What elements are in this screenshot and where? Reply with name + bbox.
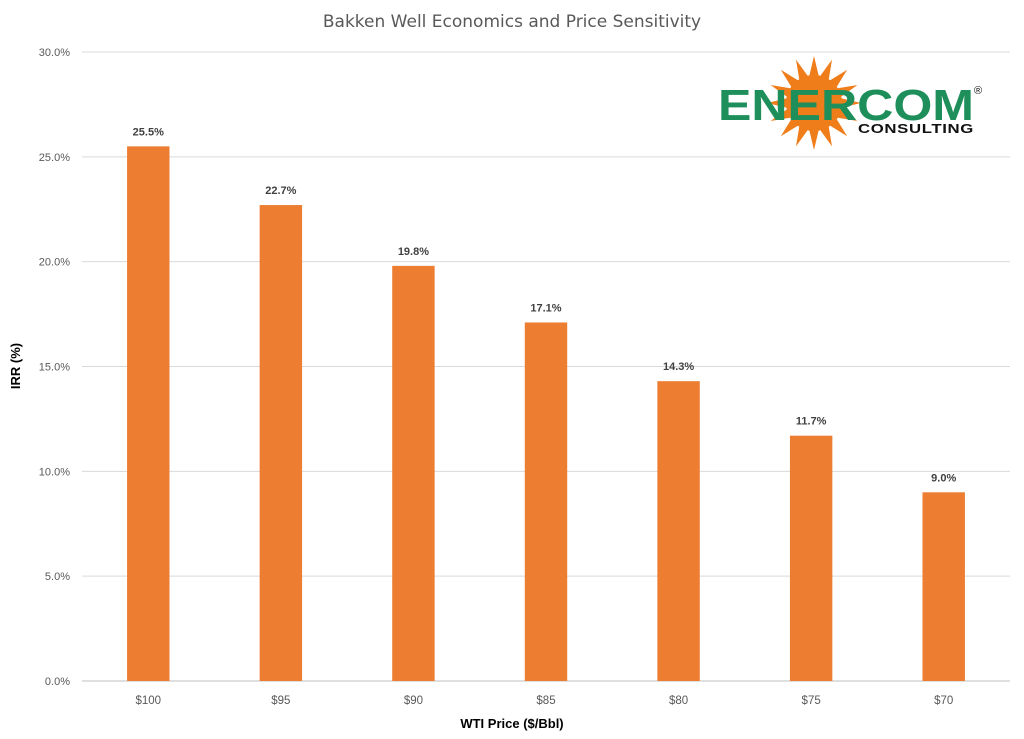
x-tick-label: $85 [536,695,555,707]
x-tick-label: $100 [135,695,161,707]
data-label: 25.5% [133,126,164,138]
data-label: 19.8% [398,246,429,258]
y-tick-label: 20.0% [39,257,70,269]
x-axis-title: WTI Price ($/Bbl) [460,716,563,731]
x-tick-label: $95 [271,695,290,707]
registered-mark: ® [974,85,982,97]
y-tick-label: 5.0% [45,571,70,583]
bar [127,146,170,682]
x-tick-label: $80 [669,695,688,707]
bar [657,381,700,681]
chart-title: Bakken Well Economics and Price Sensitiv… [323,12,701,32]
x-tick-label: $90 [404,695,423,707]
logo-wordmark-part: EN [718,81,788,130]
bar [922,492,965,681]
x-tick-label: $70 [934,695,953,707]
y-tick-label: 0.0% [45,676,70,688]
data-labels: 25.5% 22.7% 19.8% 17.1% 14.3% 11.7% 9.0% [133,126,957,484]
bar [259,205,303,681]
x-tick-label: $75 [802,695,821,707]
data-label: 17.1% [530,302,561,314]
data-label: 14.3% [663,361,694,373]
y-tick-label: 30.0% [39,47,70,59]
data-label: 22.7% [265,185,296,197]
y-tick-label: 15.0% [39,362,70,374]
y-tick-label: 10.0% [39,466,70,478]
bar [392,265,435,681]
logo-wordmark: EN ERCOM [718,81,974,130]
y-tick-label: 25.0% [39,152,70,164]
enercom-logo: EN ERCOM ® CONSULTING [718,56,982,150]
x-axis-ticks: $100 $95 $90 $85 $80 $75 $70 [135,695,953,707]
y-axis-title: IRR (%) [8,343,23,389]
data-label: 9.0% [931,472,956,484]
logo-subtitle: CONSULTING [858,121,974,136]
bars [127,146,965,682]
y-axis-ticks: 0.0% 5.0% 10.0% 15.0% 20.0% 25.0% 30.0% [39,47,70,688]
bar [789,435,833,681]
data-label: 11.7% [796,416,827,428]
sun-logo-icon [767,56,861,150]
bar [524,322,568,681]
logo-wordmark-part: RCOM [821,81,974,130]
logo-wordmark-star-letter: E [788,81,821,130]
sun-core [786,75,842,131]
